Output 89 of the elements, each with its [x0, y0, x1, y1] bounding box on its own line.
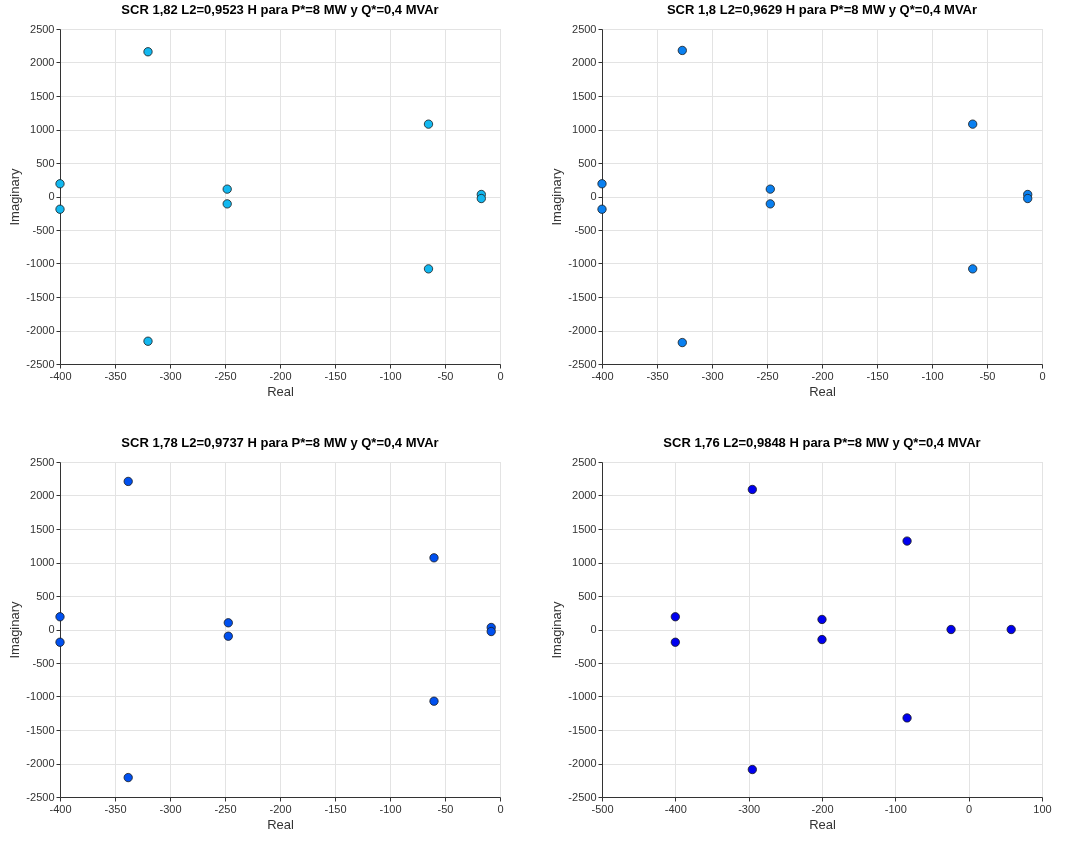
x-tick-label: 0: [497, 369, 504, 382]
x-tick-label: 0: [966, 802, 973, 815]
y-axis-title: Imaginary: [549, 600, 565, 659]
x-tick-label: -400: [591, 369, 614, 382]
y-axis-title: Imaginary: [7, 167, 23, 226]
y-tick-label: 2500: [572, 455, 597, 468]
y-tick-label: -1000: [26, 257, 55, 269]
x-tick-label: -250: [214, 369, 237, 382]
y-axis-title: Imaginary: [7, 600, 23, 659]
x-tick-label: -250: [756, 369, 779, 382]
x-tick-label: -350: [104, 369, 127, 382]
y-tick-label: -2000: [26, 324, 55, 336]
y-tick-label: 2500: [572, 22, 597, 35]
x-tick-label: -200: [811, 802, 834, 815]
x-tick-label: -400: [49, 802, 72, 815]
x-tick-label: -200: [269, 802, 292, 815]
x-tick-label: 0: [497, 802, 504, 815]
x-tick-label: -100: [379, 802, 402, 815]
x-axis-title: Real: [267, 816, 294, 832]
y-tick-label: -2000: [568, 324, 597, 336]
x-tick-label: -150: [866, 369, 889, 382]
y-tick-label: 2000: [30, 489, 55, 501]
y-tick-label: 1500: [30, 89, 55, 102]
y-tick-label: -2000: [26, 757, 55, 769]
y-tick-label: 0: [590, 623, 597, 635]
x-axis-title: Real: [809, 383, 836, 399]
x-tick-label: -150: [324, 369, 347, 382]
y-tick-label: -500: [32, 656, 55, 669]
y-tick-label: 0: [48, 190, 55, 202]
x-tick-label: -300: [159, 802, 182, 815]
y-tick-label: -1500: [568, 290, 597, 303]
x-tick-label: -50: [437, 802, 454, 815]
x-tick-label: 100: [1033, 802, 1052, 815]
y-tick-label: -2500: [26, 357, 55, 370]
y-tick-label: -1500: [26, 290, 55, 303]
y-tick-label: -500: [32, 223, 55, 236]
y-tick-label: -500: [574, 223, 597, 236]
x-tick-label: -350: [104, 802, 127, 815]
y-tick-label: -1500: [26, 723, 55, 736]
y-tick-label: -2500: [568, 357, 597, 370]
y-tick-label: 500: [578, 589, 597, 602]
y-tick-label: -2500: [568, 790, 597, 803]
chart-title: SCR 1,8 L2=0,9629 H para P*=8 MW y Q*=0,4 MVAr: [666, 2, 978, 17]
x-tick-label: -200: [811, 369, 834, 382]
x-tick-label: -100: [884, 802, 907, 815]
x-axis-title: Real: [267, 383, 294, 399]
y-tick-label: 0: [590, 190, 597, 202]
chart-title: SCR 1,78 L2=0,9737 H para P*=8 MW y Q*=0,4 MVAr: [121, 435, 439, 450]
y-tick-label: -1000: [26, 690, 55, 702]
y-tick-label: 0: [48, 623, 55, 635]
x-tick-label: -100: [921, 369, 944, 382]
y-tick-label: 2000: [572, 489, 597, 501]
chart-title: SCR 1,82 L2=0,9523 H para P*=8 MW y Q*=0,4 MVAr: [121, 2, 439, 17]
y-tick-label: 2000: [572, 56, 597, 68]
y-tick-label: 1000: [30, 556, 55, 568]
x-tick-label: -350: [646, 369, 669, 382]
y-tick-label: 1500: [572, 89, 597, 102]
y-tick-label: 1000: [572, 556, 597, 568]
x-tick-label: -150: [324, 802, 347, 815]
y-tick-label: 500: [36, 589, 55, 602]
x-axis-title: Real: [809, 816, 836, 832]
y-tick-label: 500: [578, 156, 597, 169]
y-tick-label: 2000: [30, 56, 55, 68]
x-tick-label: -300: [738, 802, 761, 815]
y-tick-label: -1500: [568, 723, 597, 736]
y-tick-label: -1000: [568, 690, 597, 702]
x-tick-label: -200: [269, 369, 292, 382]
y-axis-title: Imaginary: [549, 167, 565, 226]
x-tick-label: -100: [379, 369, 402, 382]
x-tick-label: -50: [437, 369, 454, 382]
y-tick-label: 1500: [572, 522, 597, 535]
y-tick-label: -2000: [568, 757, 597, 769]
y-tick-label: -2500: [26, 790, 55, 803]
y-tick-label: 1000: [572, 123, 597, 135]
y-tick-label: 1000: [30, 123, 55, 135]
y-tick-label: 2500: [30, 455, 55, 468]
x-tick-label: -50: [979, 369, 996, 382]
chart-title: SCR 1,76 L2=0,9848 H para P*=8 MW y Q*=0,4 MVAr: [663, 435, 981, 450]
x-tick-label: -400: [49, 369, 72, 382]
y-tick-label: 1500: [30, 522, 55, 535]
x-tick-label: -250: [214, 802, 237, 815]
x-tick-label: 0: [1039, 369, 1046, 382]
x-tick-label: -300: [701, 369, 724, 382]
y-tick-label: 2500: [30, 22, 55, 35]
y-tick-label: -500: [574, 656, 597, 669]
y-tick-label: 500: [36, 156, 55, 169]
y-tick-label: -1000: [568, 257, 597, 269]
x-tick-label: -300: [159, 369, 182, 382]
x-tick-label: -400: [664, 802, 687, 815]
